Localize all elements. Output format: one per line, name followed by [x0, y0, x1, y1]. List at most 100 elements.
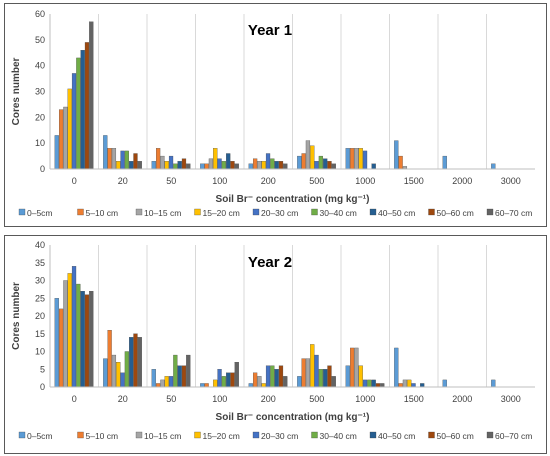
- bar: [103, 135, 108, 170]
- legend-label: 20–30 cm: [261, 431, 298, 441]
- bar: [213, 148, 218, 170]
- y-tick-label: 20: [35, 311, 45, 321]
- legend-swatch: [194, 431, 201, 439]
- legend-label: 60–70 cm: [495, 208, 532, 218]
- legend-swatch: [135, 431, 143, 439]
- bar: [54, 298, 59, 388]
- bar: [331, 376, 336, 388]
- legend-label: 5–10 cm: [86, 431, 119, 441]
- bar: [84, 294, 90, 388]
- x-tick-label: 20: [118, 176, 128, 186]
- x-tick-label: 1500: [404, 176, 424, 186]
- bar: [208, 158, 214, 170]
- legend-swatch: [18, 208, 26, 216]
- bar: [59, 308, 64, 388]
- legend-swatch: [428, 208, 435, 216]
- bar: [371, 379, 376, 388]
- bar: [151, 369, 156, 388]
- legend-label: 10–15 cm: [144, 431, 181, 441]
- y-tick-label: 20: [35, 112, 45, 122]
- bar: [80, 50, 85, 170]
- bar: [358, 148, 363, 170]
- bar: [217, 369, 222, 388]
- bar: [124, 150, 129, 170]
- bar: [358, 365, 363, 388]
- bar: [67, 273, 72, 388]
- bar: [160, 155, 165, 170]
- bar: [213, 379, 218, 388]
- y-tick-label: 30: [35, 87, 45, 97]
- bar: [305, 140, 311, 170]
- x-tick-label: 20: [118, 394, 128, 404]
- bar: [217, 158, 222, 170]
- bar: [89, 21, 94, 170]
- bar: [221, 161, 226, 170]
- x-tick-label: 50: [166, 176, 176, 186]
- bar: [111, 148, 117, 170]
- bar: [278, 365, 284, 388]
- bar: [137, 337, 142, 388]
- legend-swatch: [311, 431, 318, 439]
- bar: [103, 358, 108, 388]
- bar: [442, 379, 447, 388]
- legend-swatch: [311, 208, 318, 216]
- bar: [133, 153, 138, 170]
- bar: [120, 150, 125, 170]
- y-tick-label: 0: [40, 382, 45, 392]
- bar: [177, 365, 182, 388]
- bar: [274, 161, 279, 170]
- bar: [160, 379, 165, 388]
- bar: [186, 354, 191, 388]
- bar: [257, 376, 262, 388]
- bar: [204, 163, 209, 170]
- bar: [181, 365, 187, 388]
- bar: [323, 158, 328, 170]
- legend-swatch: [135, 208, 143, 216]
- bar: [71, 266, 77, 388]
- legend-label: 20–30 cm: [261, 208, 298, 218]
- bar: [278, 161, 284, 170]
- bar: [156, 148, 161, 170]
- bar: [407, 379, 412, 388]
- legend-swatch: [369, 431, 377, 439]
- bar: [63, 106, 68, 170]
- bar: [350, 148, 355, 170]
- bar: [230, 161, 235, 170]
- bar: [168, 376, 174, 388]
- y-tick-label: 5: [40, 364, 45, 374]
- bar: [411, 383, 416, 388]
- legend-swatch: [369, 208, 377, 216]
- legend-label: 40–50 cm: [378, 208, 415, 218]
- bar: [301, 358, 306, 388]
- chart-title: Year 1: [248, 22, 292, 39]
- bar: [318, 369, 323, 388]
- x-axis-label: Soil Br⁻ concentration (mg kg⁻¹): [216, 412, 370, 423]
- bar: [491, 379, 496, 388]
- bar-chart-year-1: 0 10 20 30 40 50 60 0 20 50 100 200 500 1000 1500 2000 3…: [11, 9, 535, 218]
- x-tick-label: 100: [212, 176, 227, 186]
- y-tick-label: 10: [35, 138, 45, 148]
- legend-swatch: [194, 208, 201, 216]
- bar: [234, 163, 239, 170]
- bar: [314, 354, 319, 388]
- bar: [318, 155, 323, 170]
- bar: [305, 358, 311, 388]
- legend-label: 0–5cm: [27, 431, 53, 441]
- legend-swatch: [486, 208, 494, 216]
- bar: [221, 376, 226, 388]
- legend-label: 40–50 cm: [378, 431, 415, 441]
- bar: [164, 161, 169, 170]
- x-tick-label: 50: [166, 394, 176, 404]
- bar: [380, 383, 385, 388]
- bar: [394, 347, 399, 388]
- bar: [59, 109, 64, 170]
- bar: [283, 376, 288, 388]
- bar: [257, 161, 262, 170]
- bar: [89, 291, 94, 388]
- x-tick-label: 2000: [452, 394, 472, 404]
- legend-label: 15–20 cm: [203, 208, 240, 218]
- legend-label: 5–10 cm: [86, 208, 119, 218]
- bar: [350, 347, 355, 388]
- bar: [442, 155, 447, 170]
- x-tick-label: 0: [72, 394, 77, 404]
